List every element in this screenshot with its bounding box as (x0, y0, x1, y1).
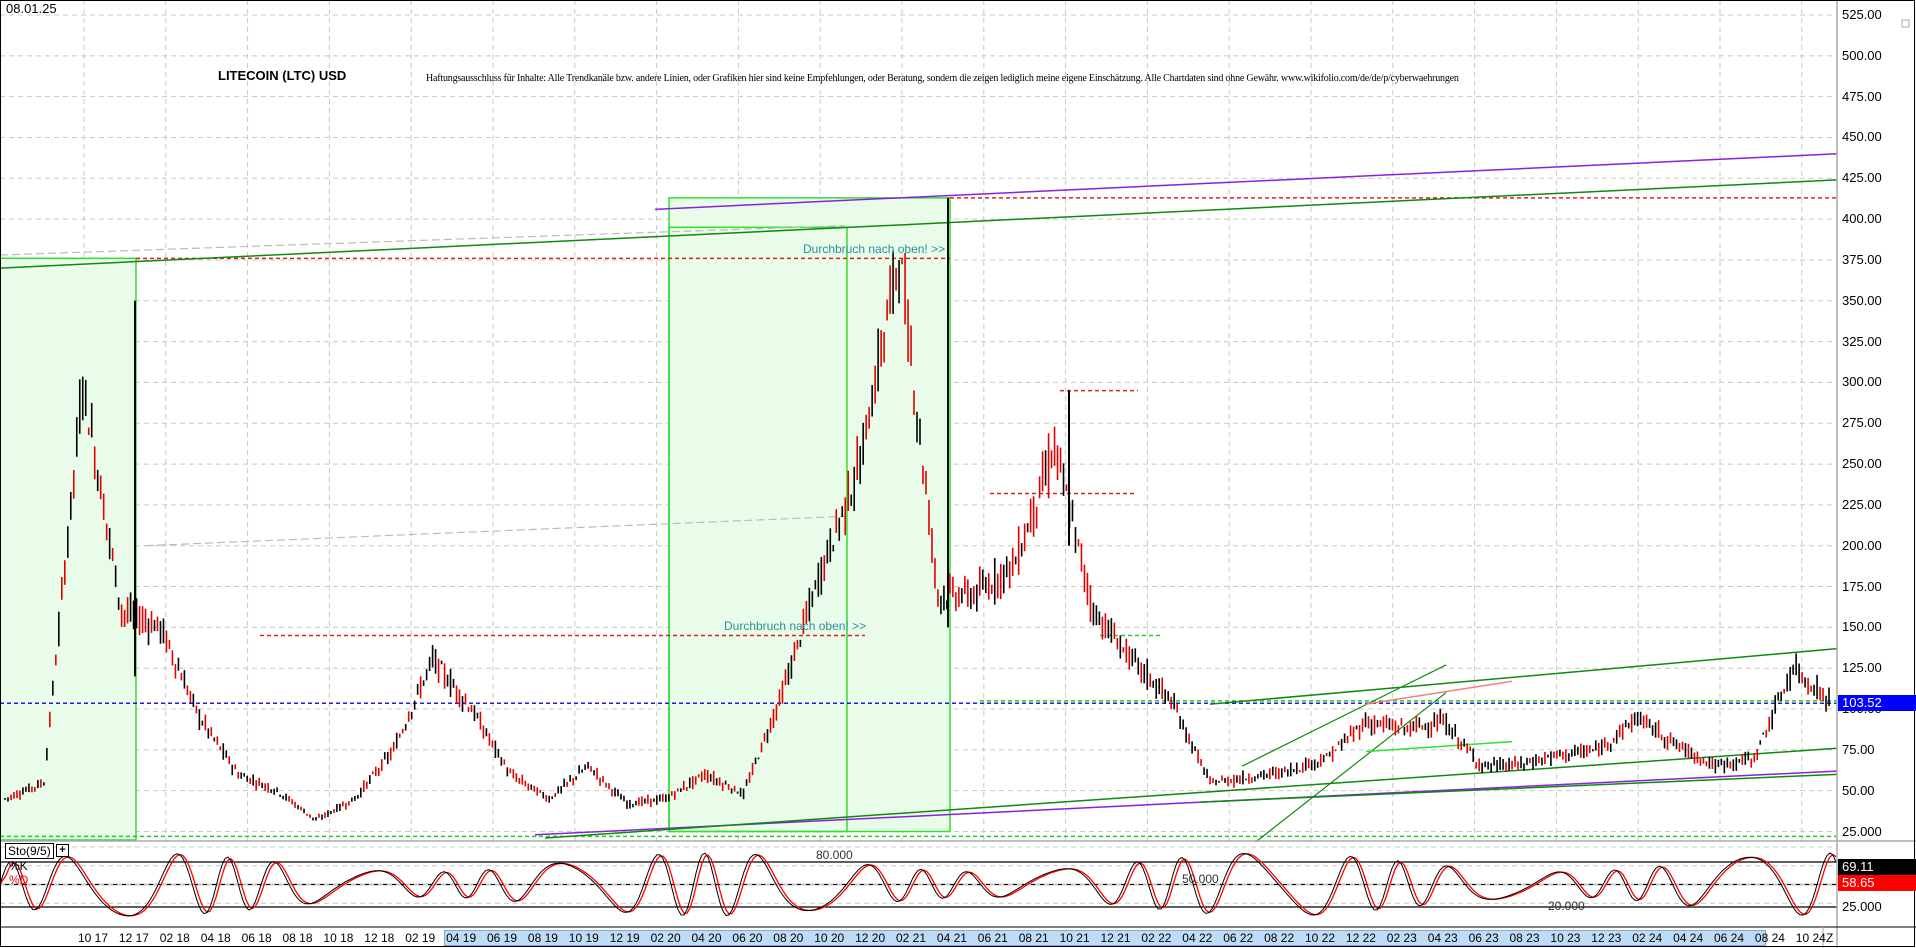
stochastic-d-label: %D (9, 873, 29, 887)
price-axis-tick: 425.00 (1842, 170, 1882, 186)
price-series (4, 197, 1830, 821)
time-axis-label: 02 22 (1141, 931, 1172, 945)
time-range-selector[interactable] (444, 930, 1766, 946)
time-axis-label: 04 18 (200, 931, 231, 945)
time-axis-label: 04 20 (691, 931, 722, 945)
time-axis-label: 12 17 (118, 931, 149, 945)
time-axis-label: 10 20 (814, 931, 845, 945)
time-axis-label: 10 19 (568, 931, 599, 945)
time-axis-label: 02 24 (1632, 931, 1663, 945)
price-axis-tick: 375.00 (1842, 251, 1882, 267)
time-axis-label: 04 23 (1427, 931, 1458, 945)
stochastic-label[interactable]: Sto(9/5) (5, 843, 54, 859)
time-axis-label: 02 18 (159, 931, 190, 945)
price-axis-tick: 325.00 (1842, 333, 1882, 349)
time-axis-label: 06 23 (1468, 931, 1499, 945)
chart-title: LITECOIN (LTC) USD (218, 68, 347, 83)
time-axis-label: 10 23 (1550, 931, 1581, 945)
time-axis-label: 06 18 (241, 931, 272, 945)
time-axis-label: 08 19 (527, 931, 558, 945)
stochastic-panel (0, 842, 1837, 922)
time-axis-label: 12 18 (364, 931, 395, 945)
zoom-reset-button[interactable]: Z (1826, 931, 1834, 945)
price-axis-tick: 275.00 (1842, 415, 1882, 431)
time-axis-label: 02 19 (405, 931, 436, 945)
time-axis-label: 04 21 (936, 931, 967, 945)
time-axis-label: 10 18 (323, 931, 354, 945)
stochastic-level-80: 80.000 (816, 848, 853, 862)
time-axis-label: 08 18 (282, 931, 313, 945)
stochastic-k-value: 69.11 (1838, 859, 1916, 875)
price-axis-tick: 125.00 (1842, 660, 1882, 676)
price-axis-tick: 450.00 (1842, 129, 1882, 145)
breakout-annotation-mid: Durchbruch nach oben! >> (724, 619, 867, 633)
time-axis-label: 04 22 (1182, 931, 1213, 945)
time-axis-label: 10 24 (1795, 931, 1826, 945)
time-axis-label: 08 23 (1509, 931, 1540, 945)
time-axis-label: 08 20 (773, 931, 804, 945)
time-axis-label: 08 24 (1754, 931, 1785, 945)
price-axis-tick: 250.00 (1842, 456, 1882, 472)
price-axis-tick: 225.00 (1842, 496, 1882, 512)
time-axis-label: 10 17 (78, 931, 109, 945)
price-axis-tick: 150.00 (1842, 619, 1882, 635)
time-axis-label: 06 20 (732, 931, 763, 945)
trendlines (0, 153, 1838, 854)
price-axis-tick: 300.00 (1842, 374, 1882, 390)
time-axis-label: 02 21 (896, 931, 927, 945)
price-axis-tick: 75.00 (1842, 741, 1875, 757)
price-axis-tick: 200.00 (1842, 537, 1882, 553)
time-axis-label: 12 21 (1100, 931, 1131, 945)
time-axis-label: 12 23 (1591, 931, 1622, 945)
stochastic-d-value: 58.65 (1838, 875, 1916, 891)
time-axis-label: 08 21 (1018, 931, 1049, 945)
stochastic-k-label: %K (9, 859, 28, 873)
time-axis-label: 02 20 (650, 931, 681, 945)
time-axis-label: 12 19 (609, 931, 640, 945)
price-axis-tick: 525.00 (1842, 7, 1882, 22)
price-axis-tick: 50.00 (1842, 782, 1875, 798)
time-axis-label: 06 19 (487, 931, 518, 945)
breakout-annotation-top: Durchbruch nach oben! >> (803, 242, 946, 256)
highlight-boxes (0, 197, 951, 841)
stochastic-level-20: 20.000 (1548, 899, 1585, 913)
time-axis-label: 06 22 (1223, 931, 1254, 945)
time-axis-label: 04 24 (1673, 931, 1704, 945)
time-axis-label: 12 20 (855, 931, 886, 945)
price-axis-tick: 350.00 (1842, 292, 1882, 308)
price-axis-tick: 400.00 (1842, 211, 1882, 227)
time-axis-label: 10 21 (1059, 931, 1090, 945)
time-axis-label: 12 22 (1345, 931, 1376, 945)
time-axis-label: 06 24 (1714, 931, 1745, 945)
time-axis-label: 06 21 (977, 931, 1008, 945)
chart-date: 08.01.25 (6, 1, 57, 16)
time-axis-label: 08 22 (1264, 931, 1295, 945)
time-axis-label: 02 23 (1386, 931, 1417, 945)
add-indicator-button[interactable]: + (56, 844, 69, 857)
stochastic-level-50: 50.000 (1182, 872, 1219, 886)
price-axis-tick: 175.00 (1842, 578, 1882, 594)
time-axis-label: 04 19 (446, 931, 477, 945)
disclaimer-text: Haftungsausschluss für Inhalte: Alle Tre… (426, 73, 1459, 84)
price-axis-tick: 475.00 (1842, 88, 1882, 104)
price-axis-tick: 25.000 (1842, 823, 1882, 839)
price-axis-tick: 500.00 (1842, 47, 1882, 63)
time-axis-label: 10 22 (1305, 931, 1336, 945)
last-price-badge: 103.52 (1838, 695, 1916, 711)
stochastic-axis-tick: 25.000 (1842, 899, 1882, 914)
